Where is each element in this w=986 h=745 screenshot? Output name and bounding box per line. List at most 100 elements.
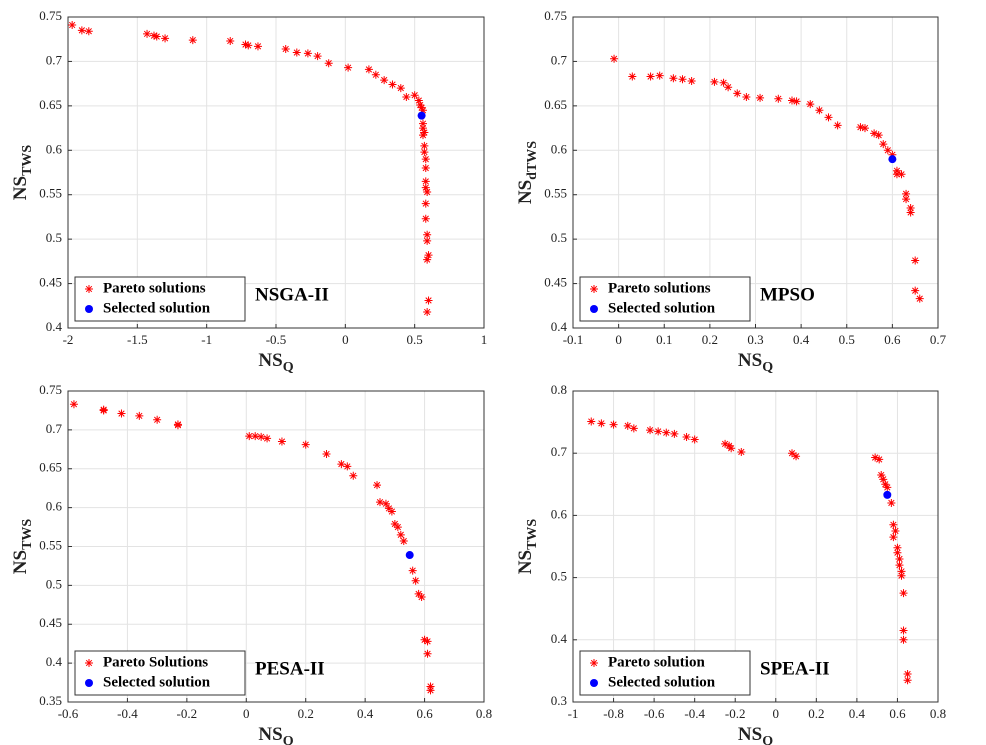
x-tick-label: 0.1 [656,332,672,347]
x-tick-label: -1 [568,706,579,721]
pareto-point [727,444,736,453]
y-tick-label: 0.4 [551,319,568,334]
x-tick-label: 0 [773,706,780,721]
x-tick-label: -0.5 [266,332,287,347]
x-axis-label: NSQ [258,724,293,745]
pareto-point [879,140,888,149]
pareto-point [414,589,423,598]
pareto-point [742,92,751,101]
pareto-point [690,435,699,444]
legend: Pareto solutions Selected solution [579,276,751,322]
pareto-point [408,566,417,575]
pareto-point [349,471,358,480]
x-axis-label-main: NS [258,724,282,745]
pareto-point [897,571,906,580]
legend-box [74,650,246,696]
legend-marker [590,679,598,687]
pareto-point [893,548,902,557]
subplot: -0.1 0 0.1 0.2 0.3 0.4 0.5 0.6 0.7 0.4 0.45 0.5 0.55… [515,8,946,375]
pareto-point [99,406,108,415]
x-tick-label: 0.4 [357,706,374,721]
pareto-point [417,103,426,112]
y-tick-label: 0.4 [46,319,63,334]
pareto-point [719,78,728,87]
pareto-point [737,447,746,456]
y-tick-label: 0.6 [551,506,568,521]
y-tick-label: 0.6 [551,141,568,156]
pareto-point [788,449,796,458]
axes-box [67,390,485,703]
pareto-point [421,214,430,223]
pareto-point [587,417,596,426]
legend: Pareto solution Selected solution [579,650,751,696]
pareto-point [628,72,637,81]
y-tick-label: 0.7 [46,421,63,436]
pareto-point [670,429,679,438]
x-axis-label-sub: Q [762,734,773,745]
x-tick-label: 0.4 [793,332,810,347]
x-axis-label-main: NS [258,350,282,371]
pareto-point [895,554,904,563]
annotation: PESA-II [255,658,325,679]
annotation: NSGA-II [255,284,329,305]
legend-label: Pareto solutions [103,280,206,296]
pareto-point [303,49,312,58]
pareto-point [277,437,286,446]
x-tick-label: -0.2 [725,706,746,721]
pareto-point [897,170,906,179]
pareto-point [173,421,182,430]
pareto-point [384,504,393,513]
pareto-point [895,561,904,570]
pareto-point [899,635,908,644]
pareto-point [84,27,93,36]
y-tick-label: 0.6 [46,499,63,514]
pareto-point [629,424,638,433]
y-tick-label: 0.5 [551,230,567,245]
pareto-point [388,80,397,89]
pareto-point [833,121,842,130]
y-tick-label: 0.75 [544,8,567,23]
pareto-point [393,523,402,532]
legend-label: Pareto solutions [608,280,711,296]
y-tick-label: 0.4 [46,654,63,669]
y-tick-label: 0.45 [39,615,62,630]
pareto-point [423,649,432,658]
pareto-point [281,44,290,53]
pareto-point [244,41,253,50]
x-tick-label: -1 [201,332,212,347]
pareto-point [153,415,162,424]
legend-label: Pareto Solutions [103,654,208,670]
x-tick-label: 0.6 [889,706,906,721]
pareto-point [911,286,920,295]
selected-point [883,490,892,499]
selected-point [417,111,426,120]
pareto-point [226,36,235,45]
x-axis-label-main: NS [738,350,762,371]
pareto-point [915,294,924,303]
x-axis-label-sub: Q [762,360,773,375]
pareto-point [420,141,429,150]
y-tick-label: 0.6 [46,141,63,156]
pareto-point [344,63,353,72]
x-tick-label: 0.6 [884,332,901,347]
legend-label: Selected solution [103,674,211,690]
pareto-point [856,123,865,132]
pareto-point [421,164,430,173]
pareto-point [69,400,78,409]
pareto-point [887,498,896,507]
legend-box [579,276,751,322]
y-tick-label: 0.75 [39,8,62,23]
pareto-point [423,188,432,197]
legend-marker [85,679,93,687]
pareto-point [380,76,389,85]
pareto-point [891,526,900,535]
pareto-point [899,626,908,635]
pareto-point [421,183,430,192]
y-tick-label: 0.65 [39,460,62,475]
pareto-point [682,433,691,442]
pareto-point [292,48,301,57]
legend: Pareto solutions Selected solution [74,276,246,322]
pareto-point [417,593,426,602]
pareto-point [399,537,408,546]
pareto-point [423,236,432,245]
